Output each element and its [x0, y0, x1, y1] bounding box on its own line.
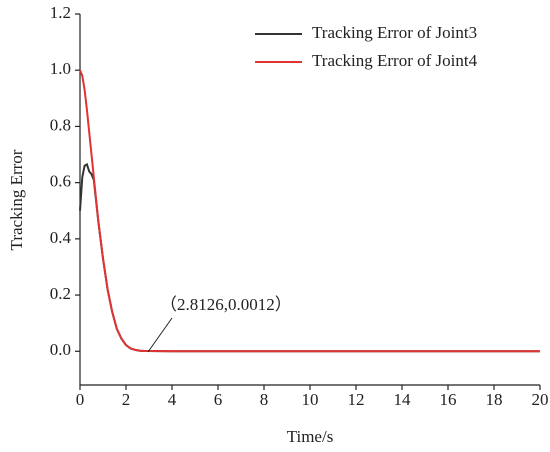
x-tick-label: 2	[122, 390, 131, 409]
y-tick-label: 0.2	[50, 284, 71, 303]
x-tick-label: 20	[532, 390, 549, 409]
y-tick-label: 1.0	[50, 59, 71, 78]
series-line	[79, 162, 540, 353]
x-tick-label: 18	[486, 390, 503, 409]
x-tick-label: 10	[302, 390, 319, 409]
y-tick-label: 0.6	[50, 172, 71, 191]
y-tick-label: 1.2	[50, 3, 71, 22]
x-tick-label: 4	[168, 390, 177, 409]
annotation: （2.8126,0.0012）	[160, 295, 292, 314]
y-tick-label: 0.8	[50, 115, 71, 134]
y-axis-label: Tracking Error	[7, 149, 26, 250]
legend-label: Tracking Error of Joint3	[312, 23, 477, 42]
x-tick-label: 6	[214, 390, 223, 409]
y-tick-label: 0.4	[50, 228, 72, 247]
x-tick-label: 12	[348, 390, 365, 409]
legend-label: Tracking Error of Joint4	[312, 51, 478, 70]
x-tick-label: 14	[394, 390, 412, 409]
x-tick-label: 0	[76, 390, 85, 409]
x-tick-label: 16	[440, 390, 457, 409]
y-tick-label: 0.0	[50, 340, 71, 359]
series-line	[79, 69, 540, 353]
x-axis-label: Time/s	[287, 427, 334, 446]
annotation-pointer	[147, 317, 173, 353]
x-tick-label: 8	[260, 390, 269, 409]
